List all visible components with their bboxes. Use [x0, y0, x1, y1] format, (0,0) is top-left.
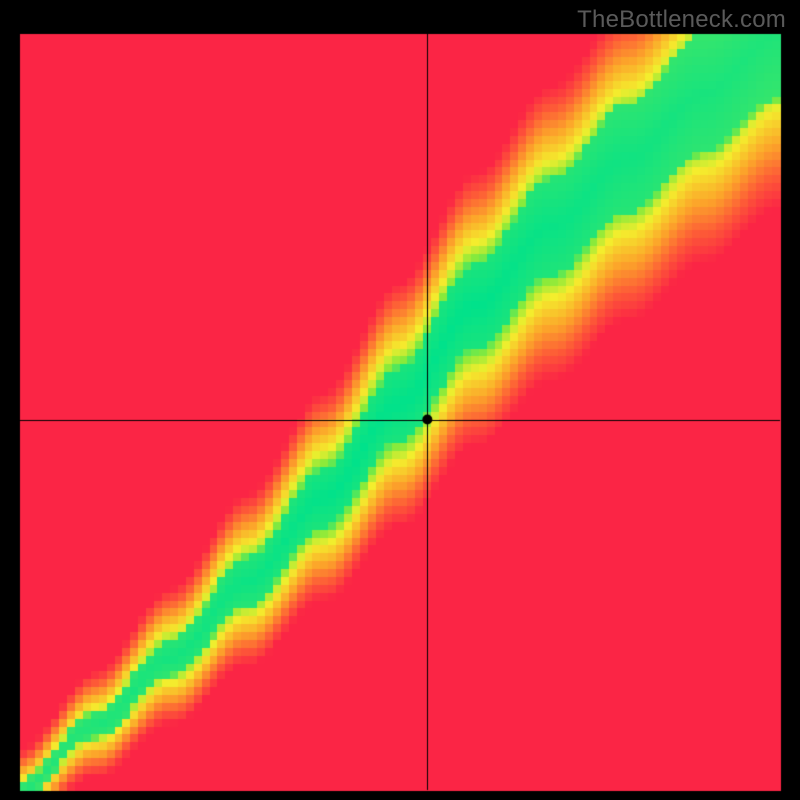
- bottleneck-heatmap: [0, 0, 800, 800]
- watermark-text: TheBottleneck.com: [577, 6, 786, 34]
- chart-container: TheBottleneck.com: [0, 0, 800, 800]
